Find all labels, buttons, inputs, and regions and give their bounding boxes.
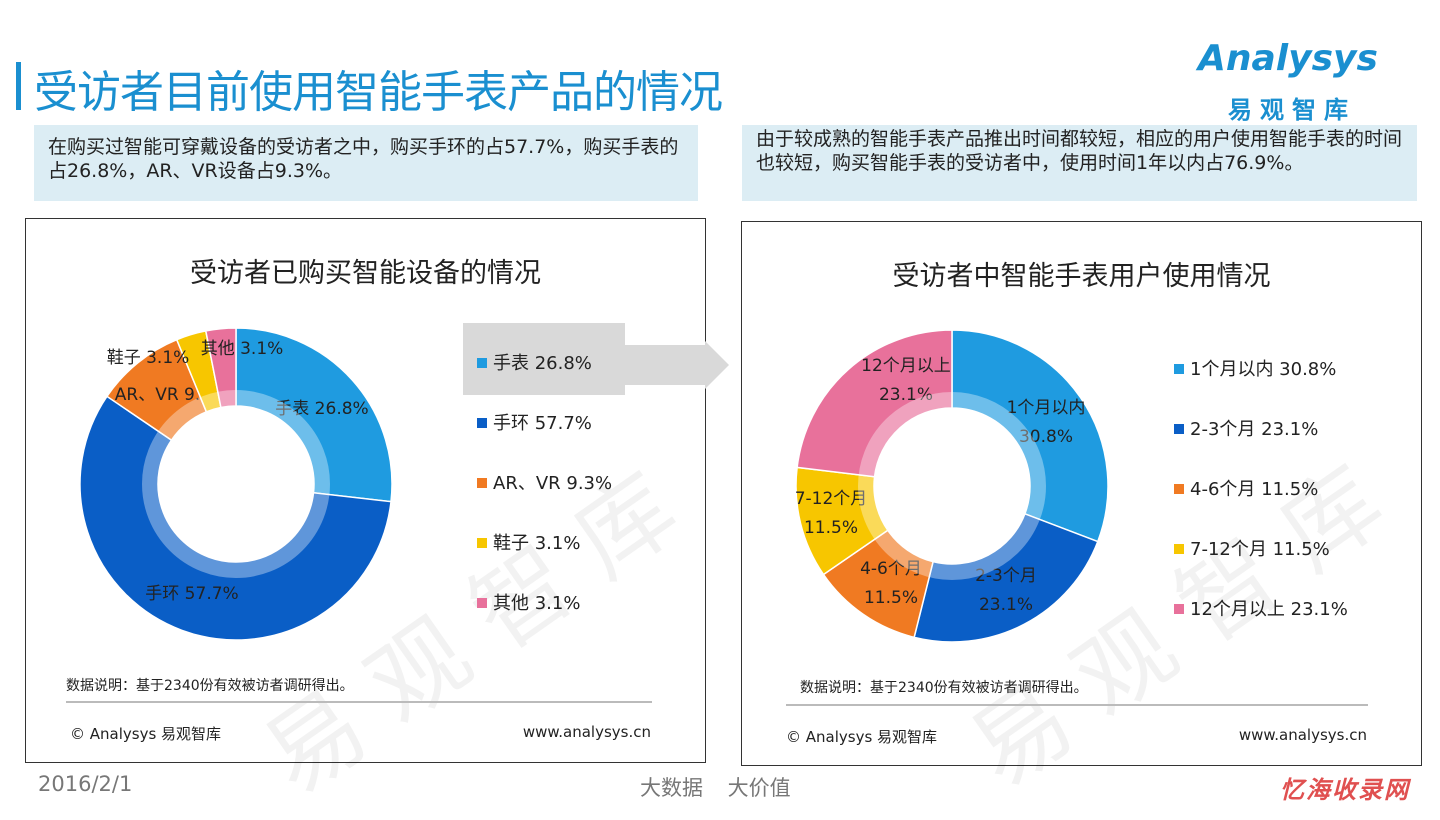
- legend-item: 手环 57.7%: [477, 409, 592, 435]
- donut-chart-usage: 1个月以内 30.8% 2-3个月 23.1% 4-6个月 11.5% 7-12个月 11.5…: [795, 329, 1109, 643]
- legend-item: 7-12个月 11.5%: [1174, 535, 1330, 561]
- analysys-logo: Analysys 易观智库: [1190, 38, 1400, 128]
- legend-item: 鞋子 3.1%: [477, 529, 580, 555]
- donut-slice-4: [204, 327, 237, 409]
- chart-title: 受访者已购买智能设备的情况: [190, 258, 541, 289]
- chart-panel-usage: 易观智库 受访者中智能手表用户使用情况 1个月以内 30.8% 2-3个月 23.1%…: [741, 221, 1427, 809]
- highlight-box: [463, 323, 625, 395]
- legend-label: 12个月以上 23.1%: [1190, 599, 1348, 620]
- date: 2016/2/1: [38, 772, 133, 796]
- legend-swatch: [1174, 364, 1184, 374]
- logo-text: Analysys: [1198, 38, 1378, 79]
- website-link[interactable]: www.analysys.cn: [1238, 726, 1367, 744]
- legend-item: 1个月以内 30.8%: [1174, 355, 1336, 381]
- slogan: 大数据 大价值: [640, 776, 791, 800]
- page-title: 受访者目前使用智能手表产品的情况: [34, 67, 723, 118]
- legend-item: 2-3个月 23.1%: [1174, 415, 1318, 441]
- slice-label: 1个月以内 30.8%: [1007, 398, 1086, 447]
- legend-label: AR、VR 9.3%: [493, 473, 613, 494]
- legend-label: 手环 57.7%: [493, 413, 592, 434]
- legend-label: 其他 3.1%: [493, 593, 581, 614]
- legend-item: AR、VR 9.3%: [477, 469, 612, 495]
- website-link[interactable]: www.analysys.cn: [522, 723, 651, 741]
- summary-note-right: 由于较成熟的智能手表产品推出时间都较短，相应的用户使用智能手表的时间也较短，购买…: [742, 125, 1417, 201]
- legend-swatch: [477, 598, 487, 608]
- legend-swatch: [477, 358, 487, 368]
- divider: [786, 704, 1368, 706]
- logo-cn-text: 易观智库: [1228, 96, 1356, 124]
- copyright: © Analysys 易观智库: [786, 728, 938, 746]
- legend-swatch: [1174, 604, 1184, 614]
- data-source-note: 数据说明：基于2340份有效被访者调研得出。: [800, 680, 1088, 696]
- legend-swatch: [1174, 544, 1184, 554]
- donut-slice-1: [913, 512, 1099, 643]
- slice-label: 其他 3.1%: [201, 339, 284, 359]
- slice-label: 7-12个月 11.5%: [795, 489, 868, 538]
- data-source-note: 数据说明：基于2340份有效被访者调研得出。: [66, 678, 354, 694]
- legend-swatch: [477, 538, 487, 548]
- inner-ring: [142, 390, 330, 578]
- legend-swatch: [1174, 484, 1184, 494]
- brand-watermark: 忆海收录网: [1280, 776, 1410, 804]
- legend-swatch: [477, 418, 487, 428]
- legend-label: 手表 26.8%: [493, 353, 592, 374]
- legend-item: 4-6个月 11.5%: [1174, 475, 1318, 501]
- title-accent-bar: [16, 62, 21, 110]
- slice-label: 手表 26.8%: [275, 399, 368, 419]
- chart-panel-devices: 易观智库 受访者已购买智能设备的情况 手表 26.8% 手环 57.7% AR、VR…: [25, 218, 729, 816]
- legend-item: 手表 26.8%: [477, 349, 592, 375]
- slice-label: 鞋子 3.1%: [107, 348, 190, 368]
- legend-label: 1个月以内 30.8%: [1190, 359, 1337, 380]
- legend-label: 4-6个月 11.5%: [1190, 479, 1319, 500]
- legend-label: 7-12个月 11.5%: [1190, 539, 1330, 560]
- copyright: © Analysys 易观智库: [70, 725, 222, 743]
- legend-label: 鞋子 3.1%: [493, 533, 581, 554]
- donut-slice-4: [796, 329, 953, 478]
- arrow-icon: [625, 341, 729, 389]
- divider: [66, 701, 652, 703]
- slice-label: 4-6个月 11.5%: [860, 559, 922, 608]
- legend-item: 12个月以上 23.1%: [1174, 595, 1348, 621]
- slice-label: 手环 57.7%: [145, 584, 238, 604]
- slice-label: 12个月以上 23.1%: [861, 356, 951, 405]
- chart-title: 受访者中智能手表用户使用情况: [892, 261, 1271, 292]
- donut-chart-devices: 手表 26.8%手环 57.7%AR、VR 9.3%鞋子 3.1% 其他 3.1%: [79, 327, 393, 641]
- summary-note-left: 在购买过智能可穿戴设备的受访者之中，购买手环的占57.7%，购买手表的占26.8…: [34, 125, 698, 201]
- slice-label: 2-3个月 23.1%: [975, 566, 1037, 615]
- donut-slice-0: [235, 327, 393, 503]
- donut-slice-1: [79, 395, 392, 641]
- inner-ring: [858, 392, 1046, 580]
- legend-item: 其他 3.1%: [477, 589, 580, 615]
- donut-slice-0: [951, 329, 1109, 543]
- legend-swatch: [477, 478, 487, 488]
- legend-label: 2-3个月 23.1%: [1190, 419, 1319, 440]
- legend-swatch: [1174, 424, 1184, 434]
